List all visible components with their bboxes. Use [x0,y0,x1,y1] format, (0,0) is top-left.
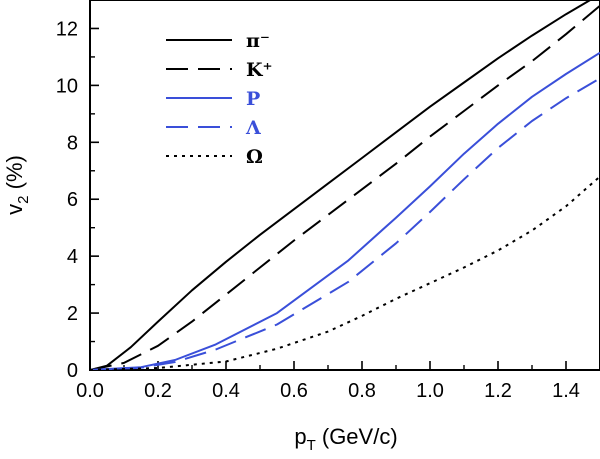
x-tick-label: 1.2 [484,380,512,402]
legend-label-3: P [246,88,260,110]
x-axis-ticks: 0.0 0.2 0.4 0.6 0.8 1.0 1.2 1.4 [76,361,600,402]
y-tick-label: 8 [67,132,78,154]
y-axis-title: v2 (%) [2,155,32,215]
plot-frame [89,0,600,371]
legend-label-4: Λ [245,117,261,139]
x-tick-label: 0.4 [212,380,240,402]
legend-label-1: π⁻ [246,30,270,52]
x-axis-title-sub: T [307,437,316,454]
y-axis-title-rest: (%) [2,155,27,195]
legend: π⁻ K⁺ PΛΩ [166,30,273,168]
x-tick-label: 0.6 [280,380,308,402]
legend-label-2: K⁺ [246,59,273,81]
x-axis-title: pT (GeV/c) [294,424,397,454]
y-tick-label: 12 [56,18,78,40]
x-tick-label: 1.0 [416,380,444,402]
x-axis-title-main: p [294,424,306,449]
legend-label-5: Ω [246,146,263,168]
x-tick-label: 1.4 [552,380,580,402]
series-line-5 [90,175,600,370]
x-axis-title-rest: (GeV/c) [316,424,398,449]
y-tick-label: 10 [56,75,78,97]
y-tick-label: 4 [67,246,78,268]
y-axis-ticks: 0 2 4 6 8 10 12 [56,18,99,382]
series-line-3 [90,51,600,370]
y-axis-title-sub: 2 [15,195,32,203]
y-tick-label: 2 [67,303,78,325]
series-line-4 [90,77,600,370]
y-tick-label: 0 [67,360,78,382]
y-axis-title-main: v [2,204,27,215]
y-tick-label: 6 [67,189,78,211]
x-tick-label: 0.8 [348,380,376,402]
x-tick-label: 0.0 [76,380,104,402]
series-layer [90,0,600,370]
x-tick-label: 0.2 [144,380,172,402]
series-line-1 [90,0,593,370]
series-line-2 [90,4,600,370]
